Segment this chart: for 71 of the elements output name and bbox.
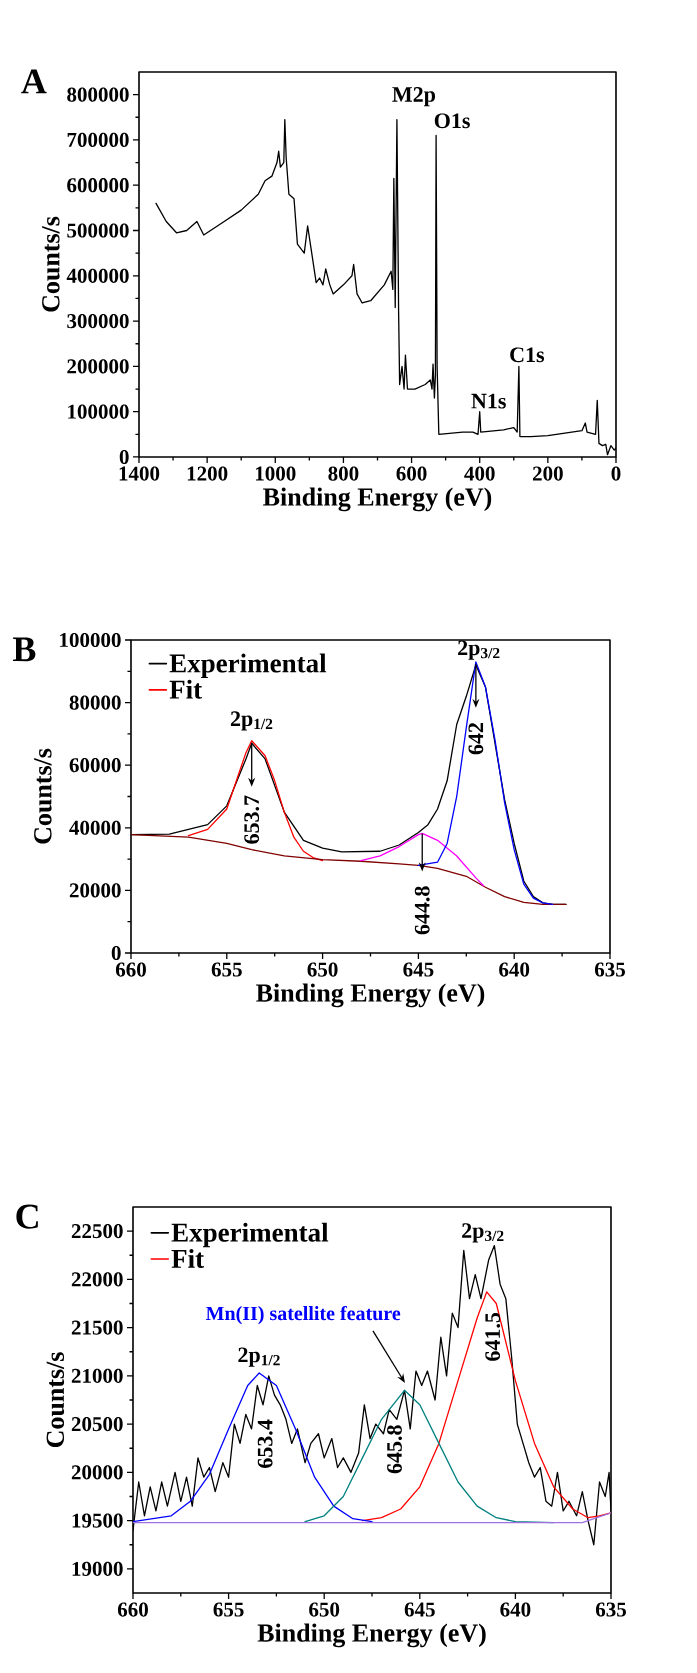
legend-label: Experimental [169,653,327,679]
x-tick-label: 600 [396,466,427,481]
y-tick-label: 700000 [67,132,129,147]
x-tick-label: 660 [117,1602,148,1617]
x-tick-label: 1200 [187,466,228,481]
x-axis-title: Binding Energy (eV) [263,487,492,512]
legend-label: Fit [171,1248,204,1268]
x-tick-label: 650 [309,1602,340,1617]
y-tick-label: 600000 [67,178,129,193]
annotation: 653.7 [244,795,260,844]
y-tick-label: 19500 [72,1513,123,1528]
y-axis-title: Counts/s [42,216,60,312]
legend-label: Fit [169,679,203,699]
annotation: C1s [510,347,545,363]
y-tick-label: 500000 [67,223,129,238]
annotation: 645.8 [387,1425,402,1474]
y-tick-label: 20000 [71,1465,123,1480]
annotation: N1s [471,393,506,409]
annotation: O1s [434,113,470,129]
y-tick-label: 21500 [71,1320,123,1335]
y-tick-label: 0 [111,945,121,961]
annotation: 653.4 [257,1419,273,1468]
x-tick-label: 1000 [255,466,296,481]
x-axis-title: Binding Energy (eV) [256,983,485,1008]
annotation: 644.8 [414,886,430,935]
annotation: 642 [468,723,484,755]
y-tick-label: 80000 [69,695,121,710]
x-tick-label: 400 [464,466,495,481]
annotation: 2p$_{1/2}$ [230,711,273,731]
y-tick-label: 200000 [67,359,129,374]
x-tick-label: 645 [403,962,434,977]
annotation: M2p [392,87,436,107]
annotation: Mn(II) satellite feature [205,1305,401,1325]
y-tick-label: 20500 [71,1417,123,1432]
x-tick-label: 200 [532,466,563,481]
x-tick-label: 660 [115,962,146,977]
x-tick-label: 0 [611,466,621,481]
x-tick-label: 800 [328,466,359,481]
x-tick-label: 640 [500,1602,531,1617]
y-tick-label: 40000 [69,820,121,835]
chart-title: C [16,1204,38,1229]
x-axis-title: Binding Energy (eV) [257,1623,486,1648]
y-tick-label: 0 [119,449,129,465]
y-axis-title: Counts/s [34,748,52,844]
y-axis-title: Counts/s [46,1352,65,1448]
annotation: 2p$_{3/2}$ [462,1223,504,1243]
y-tick-label: 19000 [72,1561,123,1576]
x-tick-label: 650 [307,962,338,977]
y-tick-label: 22000 [71,1272,123,1287]
chart-title: A [21,69,47,94]
y-tick-label: 100000 [60,632,121,648]
y-tick-label: 300000 [67,314,129,329]
y-tick-label: 100000 [68,404,129,419]
x-tick-label: 1400 [119,466,160,481]
y-tick-label: 22500 [71,1224,123,1239]
y-tick-label: 21000 [71,1368,123,1383]
y-tick-label: 400000 [66,268,129,283]
annotation: 2p$_{3/2}$ [458,640,500,660]
x-tick-label: 655 [211,962,242,977]
y-tick-label: 800000 [67,87,129,102]
chart-title: B [12,637,36,662]
x-tick-label: 640 [499,962,530,977]
x-tick-label: 645 [404,1602,435,1617]
x-tick-label: 655 [213,1602,244,1617]
y-tick-label: 60000 [69,758,121,773]
x-tick-label: 635 [594,962,625,977]
x-tick-label: 635 [595,1602,626,1617]
y-tick-label: 20000 [69,883,121,898]
annotation: 641.5 [485,1312,501,1361]
annotation: 2p$_{1/2}$ [238,1347,280,1367]
legend-label: Experimental [171,1222,329,1248]
